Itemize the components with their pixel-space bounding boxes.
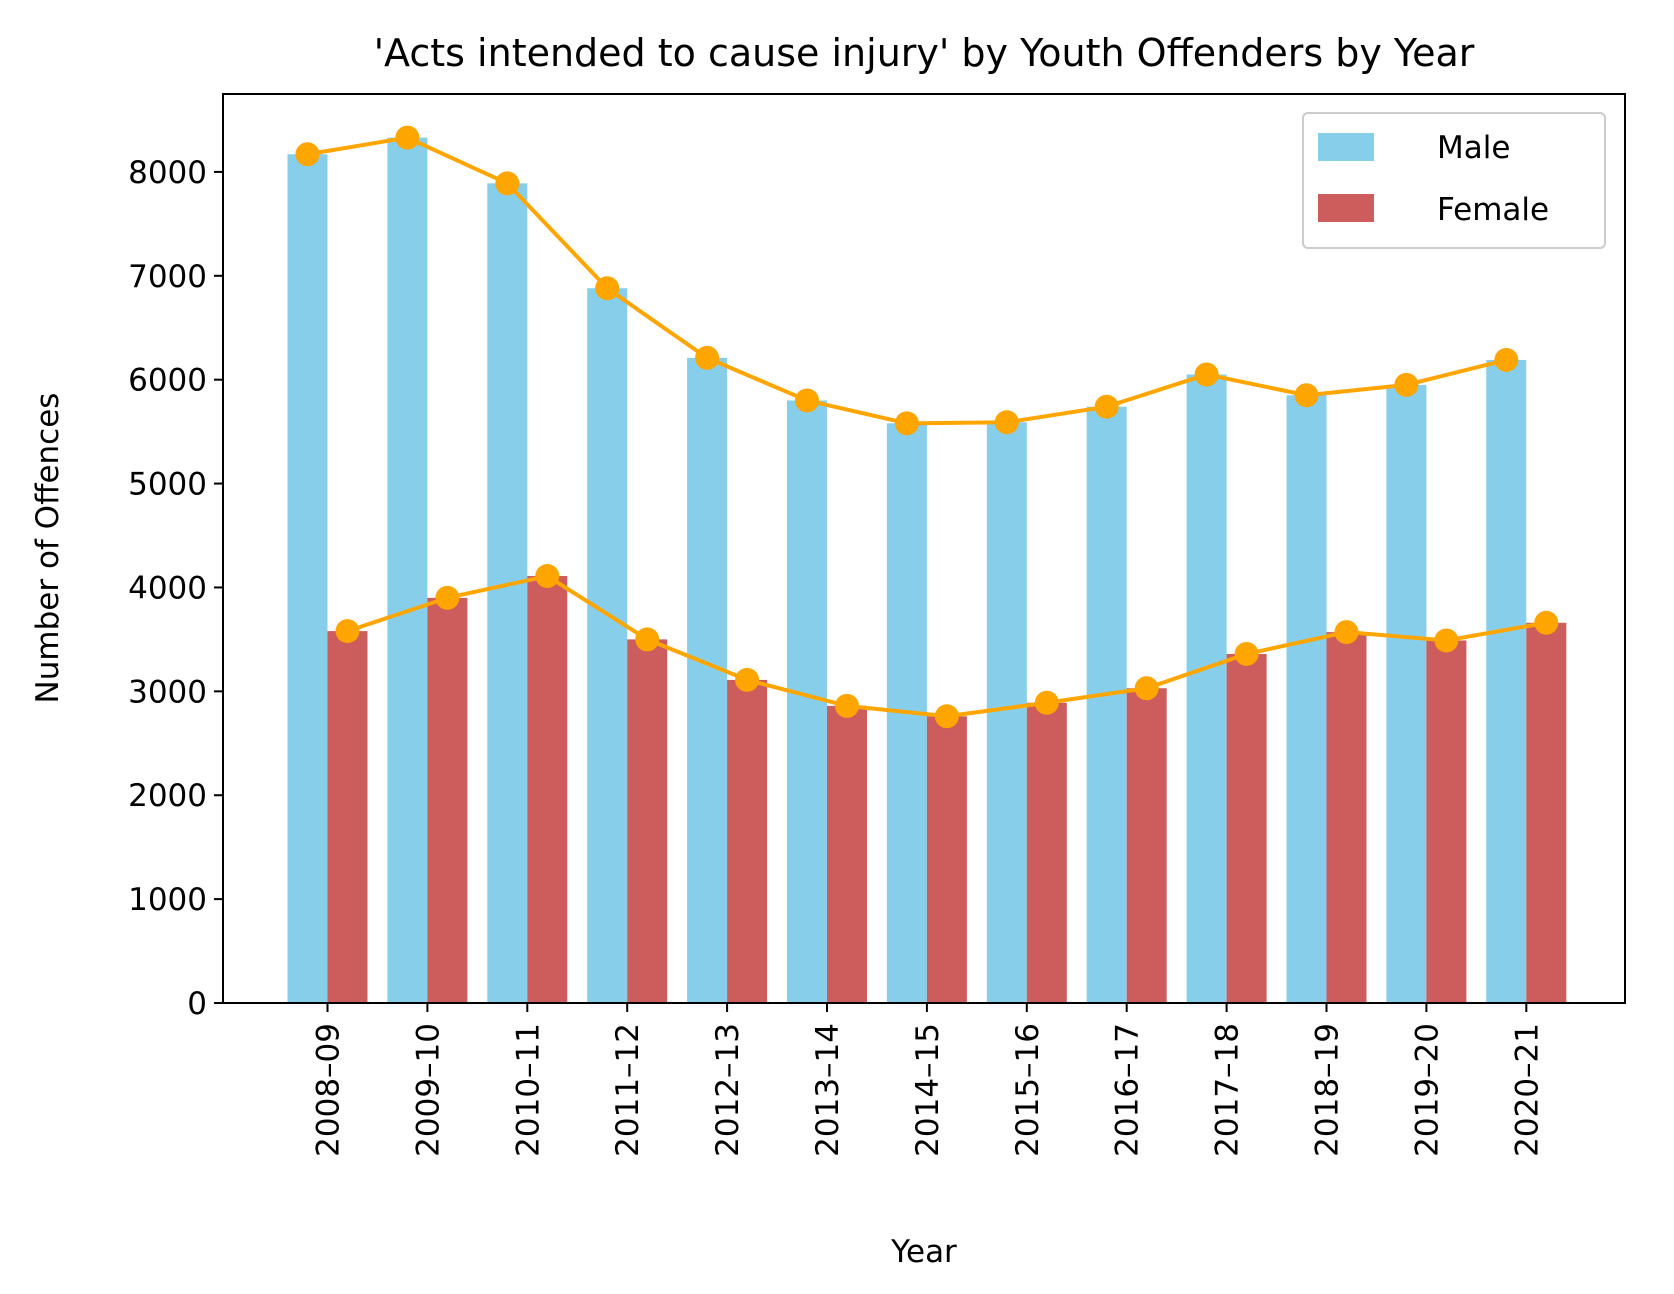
y-tick-label-1: 1000 [128,882,207,918]
marker-male-5 [795,388,819,413]
x-tick-label-9: 2017–18 [1210,1023,1246,1157]
marker-female-3 [635,627,660,652]
bar-male-0 [287,154,328,1003]
bar-male-4 [687,357,728,1003]
legend-swatch-female [1318,194,1374,222]
marker-female-6 [934,704,959,729]
x-tick-label-1: 2009–10 [410,1023,446,1157]
bar-female-3 [627,639,668,1003]
bar-male-1 [387,137,428,1003]
bar-male-9 [1186,374,1227,1003]
x-axis: 2008–09 2009–10 2010–11 2011–12 2012–13 2013–… [311,1003,1545,1157]
marker-male-12 [1494,347,1519,372]
bar-female-5 [827,705,867,1003]
bar-female-11 [1426,640,1467,1003]
marker-male-1 [395,125,420,150]
lines-layer [295,125,1559,729]
marker-female-2 [535,564,560,589]
plot-frame [222,93,1626,1004]
marker-male-10 [1294,383,1319,408]
marker-female-12 [1534,610,1559,635]
y-tick-label-4: 4000 [128,570,207,606]
legend-label-male: Male [1437,130,1510,166]
bar-female-0 [327,631,368,1003]
marker-female-1 [435,585,460,610]
bar-male-2 [487,183,528,1003]
y-tick-label-8: 8000 [128,155,207,191]
y-tick-label-3: 3000 [128,674,207,710]
marker-female-11 [1434,628,1459,653]
marker-male-8 [1094,394,1119,419]
marker-female-9 [1234,641,1259,666]
bar-male-5 [787,400,827,1003]
bar-male-12 [1486,359,1527,1004]
x-tick-label-10: 2018–19 [1310,1023,1346,1157]
x-tick-label-5: 2013–14 [810,1023,846,1157]
marker-male-11 [1394,372,1419,397]
y-tick-label-6: 6000 [128,363,207,399]
legend-label-female: Female [1437,192,1549,228]
bar-female-9 [1226,653,1267,1003]
marker-male-6 [894,411,919,436]
y-tick-label-5: 5000 [128,467,207,503]
bar-female-10 [1326,632,1367,1003]
bar-male-7 [986,422,1027,1003]
bar-female-1 [427,597,468,1003]
x-tick-label-3: 2011–12 [610,1023,646,1157]
marker-female-0 [335,619,360,644]
bar-female-4 [727,679,768,1003]
marker-male-2 [495,171,520,196]
bar-female-12 [1526,622,1567,1003]
bar-female-2 [527,576,568,1003]
marker-female-5 [835,693,859,718]
bar-male-10 [1286,395,1327,1004]
y-tick-label-2: 2000 [128,778,207,814]
y-axis: 0 1000 2000 3000 4000 5000 6000 7000 8000 [128,155,223,1022]
marker-male-3 [595,276,620,301]
bar-female-8 [1126,688,1167,1003]
y-tick-label-7: 7000 [128,259,207,295]
marker-female-8 [1134,676,1159,701]
y-axis-title: Number of Offences [30,393,66,704]
legend: Male Female [1302,112,1606,249]
x-tick-label-6: 2014–15 [910,1023,946,1157]
bar-female-6 [926,716,967,1003]
x-tick-label-12: 2020–21 [1509,1023,1545,1157]
chart-title: 'Acts intended to cause injury' by Youth… [374,31,1475,75]
x-tick-label-11: 2019–20 [1409,1023,1445,1157]
x-tick-label-4: 2012–13 [710,1023,746,1157]
marker-male-7 [994,410,1019,435]
x-tick-label-8: 2016–17 [1110,1023,1146,1157]
y-tick-label-0: 0 [187,986,207,1022]
bar-male-8 [1086,406,1127,1003]
bar-female-7 [1026,702,1067,1003]
x-tick-label-7: 2015–16 [1010,1023,1046,1157]
marker-female-10 [1334,620,1359,645]
bars-layer [287,137,1567,1004]
marker-female-7 [1034,690,1059,715]
legend-frame [1302,112,1606,249]
marker-male-0 [295,142,320,167]
marker-male-4 [695,345,720,370]
bar-male-3 [587,288,628,1003]
bar-male-11 [1386,384,1427,1003]
x-tick-label-0: 2008–09 [311,1023,347,1157]
marker-female-4 [735,667,760,692]
x-tick-label-2: 2010–11 [510,1023,546,1157]
marker-male-9 [1194,362,1219,387]
x-axis-title: Year [890,1234,957,1270]
legend-swatch-male [1318,133,1374,161]
